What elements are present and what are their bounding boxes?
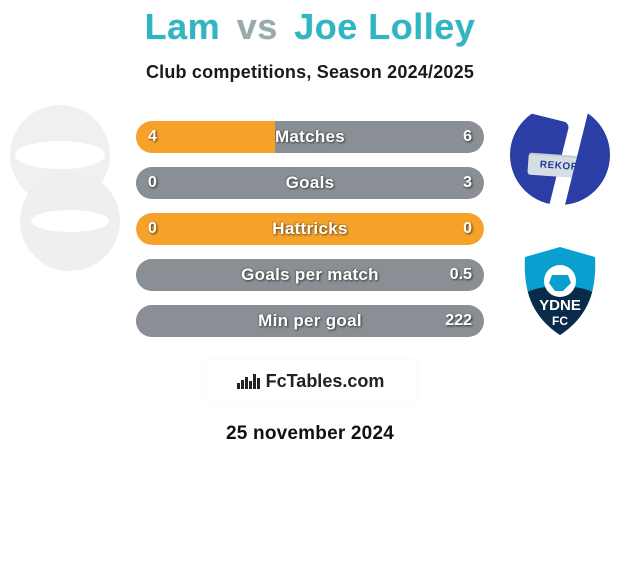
stat-label: Goals per match	[136, 259, 484, 291]
snapshot-date: 25 november 2024	[0, 423, 620, 445]
subtitle: Club competitions, Season 2024/2025	[0, 62, 620, 83]
stat-label: Matches	[136, 121, 484, 153]
stat-bar: Hattricks0 0	[136, 213, 484, 245]
stat-label: Goals	[136, 167, 484, 199]
club-text2: FC	[552, 314, 568, 328]
player2-avatar: REKORD	[510, 105, 610, 205]
stat-value-right: 0.5	[450, 259, 472, 291]
stat-bar: Goals per match0.5	[136, 259, 484, 291]
stat-bars: Matches46Goals03Hattricks00Goals per mat…	[136, 121, 484, 337]
stat-label: Hattricks	[136, 213, 484, 245]
jersey-icon: REKORD	[510, 105, 610, 205]
stat-value-right: 222	[445, 305, 472, 337]
stat-value-right: 0	[463, 213, 472, 245]
vs-label: vs	[237, 6, 278, 47]
club-text: YDNE	[539, 297, 581, 314]
brand-pill: FcTables.com	[202, 359, 418, 403]
stat-bar: Min per goal222	[136, 305, 484, 337]
shield-icon: YDNE FC	[521, 247, 599, 335]
player2-club-badge: YDNE FC	[510, 241, 610, 341]
stat-value-right: 6	[463, 121, 472, 153]
jersey-sponsor: REKORD	[527, 153, 598, 180]
placeholder-icon	[15, 141, 105, 169]
stat-bar: Goals0 3	[136, 167, 484, 199]
stat-value-right: 3	[463, 167, 472, 199]
brand-bars-icon	[236, 371, 260, 391]
stat-label: Min per goal	[136, 305, 484, 337]
stat-value-left: 0	[148, 213, 157, 245]
brand-text: FcTables.com	[266, 371, 385, 392]
jersey-sponsor-text: REKORD	[540, 159, 587, 173]
placeholder-icon	[31, 210, 109, 232]
player2-name: Joe Lolley	[294, 6, 475, 47]
comparison-stage: REKORD YDNE FC Matches46Goals03Hattricks…	[0, 121, 620, 337]
stat-bar: Matches4 6	[136, 121, 484, 153]
stat-value-left: 0	[148, 167, 157, 199]
player1-club-badge	[20, 171, 120, 271]
player1-name: Lam	[145, 6, 221, 47]
comparison-title: Lam vs Joe Lolley	[0, 0, 620, 48]
stat-value-left: 4	[148, 121, 157, 153]
